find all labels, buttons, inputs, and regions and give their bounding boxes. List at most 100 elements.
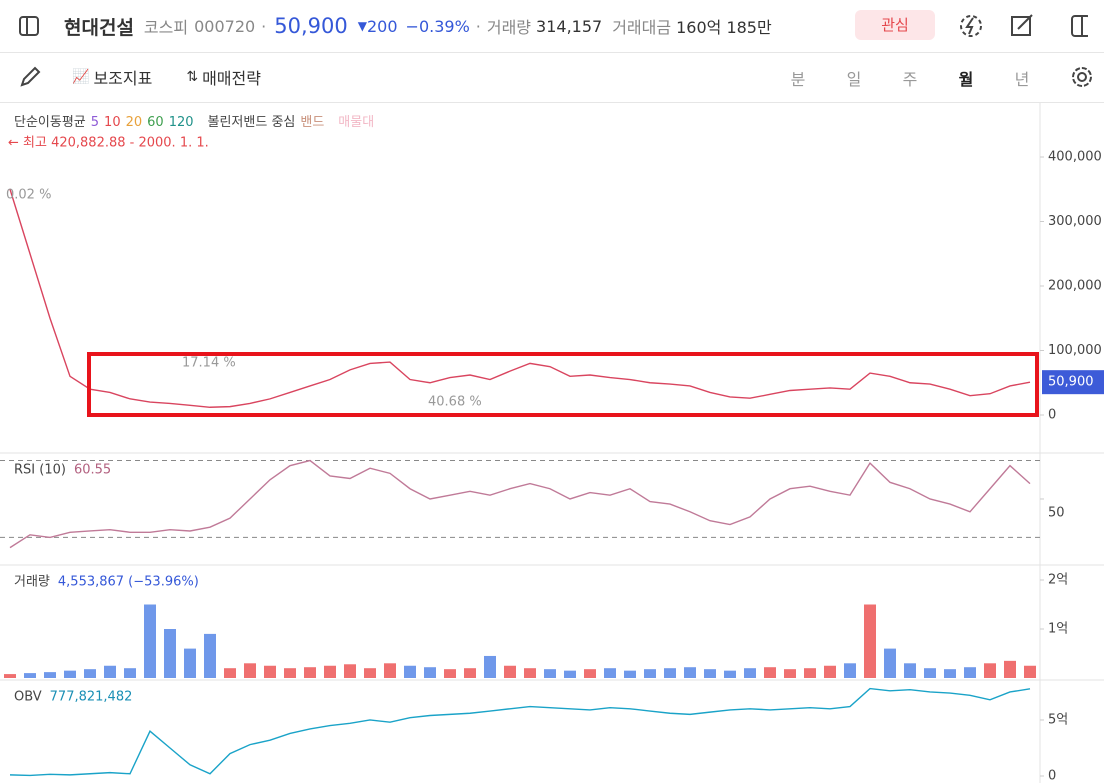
ma-period: 120 [169,115,194,130]
volume-bar [984,663,996,678]
header-icons [960,14,1088,37]
volume-bar [804,668,816,678]
volume-bar [464,668,476,678]
period-tab[interactable]: 분 [790,70,806,89]
volume-bar [224,668,236,678]
volume-bar [484,655,496,678]
volume-bar [84,669,96,678]
market: 코스피 [143,18,189,37]
ma-period: 10 [104,115,121,130]
volume-bar [544,669,556,678]
volume-bar [584,669,596,678]
volume-label: 거래량 [486,18,532,37]
price-line [9,189,1031,408]
volume-bar [264,665,276,678]
volume-bar [64,670,76,678]
volume-bar [304,667,316,678]
volume-bar [564,670,576,678]
volume-bar [504,665,516,678]
volume-bar [944,669,956,678]
volume-bar [864,604,876,678]
y-tick-label: 100,000 [1048,343,1102,358]
volume-bar [604,668,616,678]
volume-bar [744,668,756,678]
volume-bar [444,669,456,678]
volume-bar [244,663,256,678]
volume-profile-label: 매물대 [338,115,374,130]
volume-bar [184,648,196,678]
volume-bar [4,674,16,678]
amount-label: 거래대금 [612,18,672,37]
period-tab[interactable]: 일 [846,70,862,89]
y-tick-label: 1억 [1048,622,1068,637]
volume-bar [664,668,676,678]
panel-title: 거래량 [14,575,50,590]
volume-bar [724,670,736,678]
ma-period: 5 [91,115,99,130]
annotation: 0.02 % [6,188,51,203]
y-tick-label: 0 [1048,408,1056,423]
volume-bar [124,668,136,678]
sidebar-icon[interactable] [18,15,40,37]
current-price-box [1042,370,1104,395]
volume-bar [824,665,836,678]
volume-bar [344,664,356,678]
indicator-line [9,687,1031,777]
legend: 단순이동평균 5 10 20 60 120 볼린저밴드 중심 밴드 매물대 [14,115,374,130]
current-price: 50,900 [1048,375,1094,390]
panel-value: 777,821,482 [50,690,133,705]
watch-button[interactable]: 관심 [855,10,935,40]
volume-bar [644,669,656,678]
volume-bar [1004,660,1016,678]
strategy-button[interactable]: 매매전략 [202,69,261,88]
volume-bar [364,668,376,678]
code: 000720 [194,16,256,36]
y-tick-label: 2억 [1048,573,1068,588]
volume-bar [144,604,156,678]
bollinger-label: 볼린저밴드 중심 [208,115,296,130]
stock-name: 현대건설 [64,16,134,39]
panel-value: 4,553,867 (−53.96%) [58,575,199,590]
volume-bar [44,672,56,678]
period-tab[interactable]: 년 [1014,70,1030,89]
volume-bar [384,663,396,678]
period-tab[interactable]: 월 [958,70,974,89]
y-tick-label: 50 [1048,505,1065,520]
y-tick-label: 300,000 [1048,214,1102,229]
volume-bar [884,648,896,678]
y-tick-label: 5억 [1048,712,1068,727]
panel-title: RSI (10) [14,463,66,478]
volume-bar [684,667,696,678]
ma-period: 20 [126,115,143,130]
period-tab[interactable]: 주 [902,70,918,89]
settings-icon[interactable] [1070,65,1094,89]
volume-bar [784,669,796,678]
price: 50,900 [274,14,348,38]
volume-bar [164,629,176,678]
ma-period: 60 [147,115,164,130]
high-note: ← 최고 420,882.88 - 2000. 1. 1. [8,136,209,151]
panel-title: OBV [14,690,42,705]
volume-bar [104,665,116,678]
volume-bar [704,669,716,678]
change-rate: −0.39% [405,16,470,36]
volume-bar [1024,665,1036,678]
volume-bar [624,670,636,678]
header: 현대건설 코스피 000720 · 50,900 ▼ 200 −0.39% · … [0,0,1104,53]
volume-bar [324,665,336,678]
indicators-button[interactable]: 보조지표 [93,69,153,88]
ma-label: 단순이동평균 [14,115,86,130]
volume-bar [204,633,216,678]
change: 200 [366,16,398,36]
volume-bar [284,668,296,678]
band-label: 밴드 [300,115,324,130]
volume-bar [844,663,856,678]
draw-icon[interactable] [18,65,42,89]
panel-value: 60.55 [74,463,111,478]
annotation: 40.68 % [428,395,482,410]
volume-bar [24,673,36,678]
